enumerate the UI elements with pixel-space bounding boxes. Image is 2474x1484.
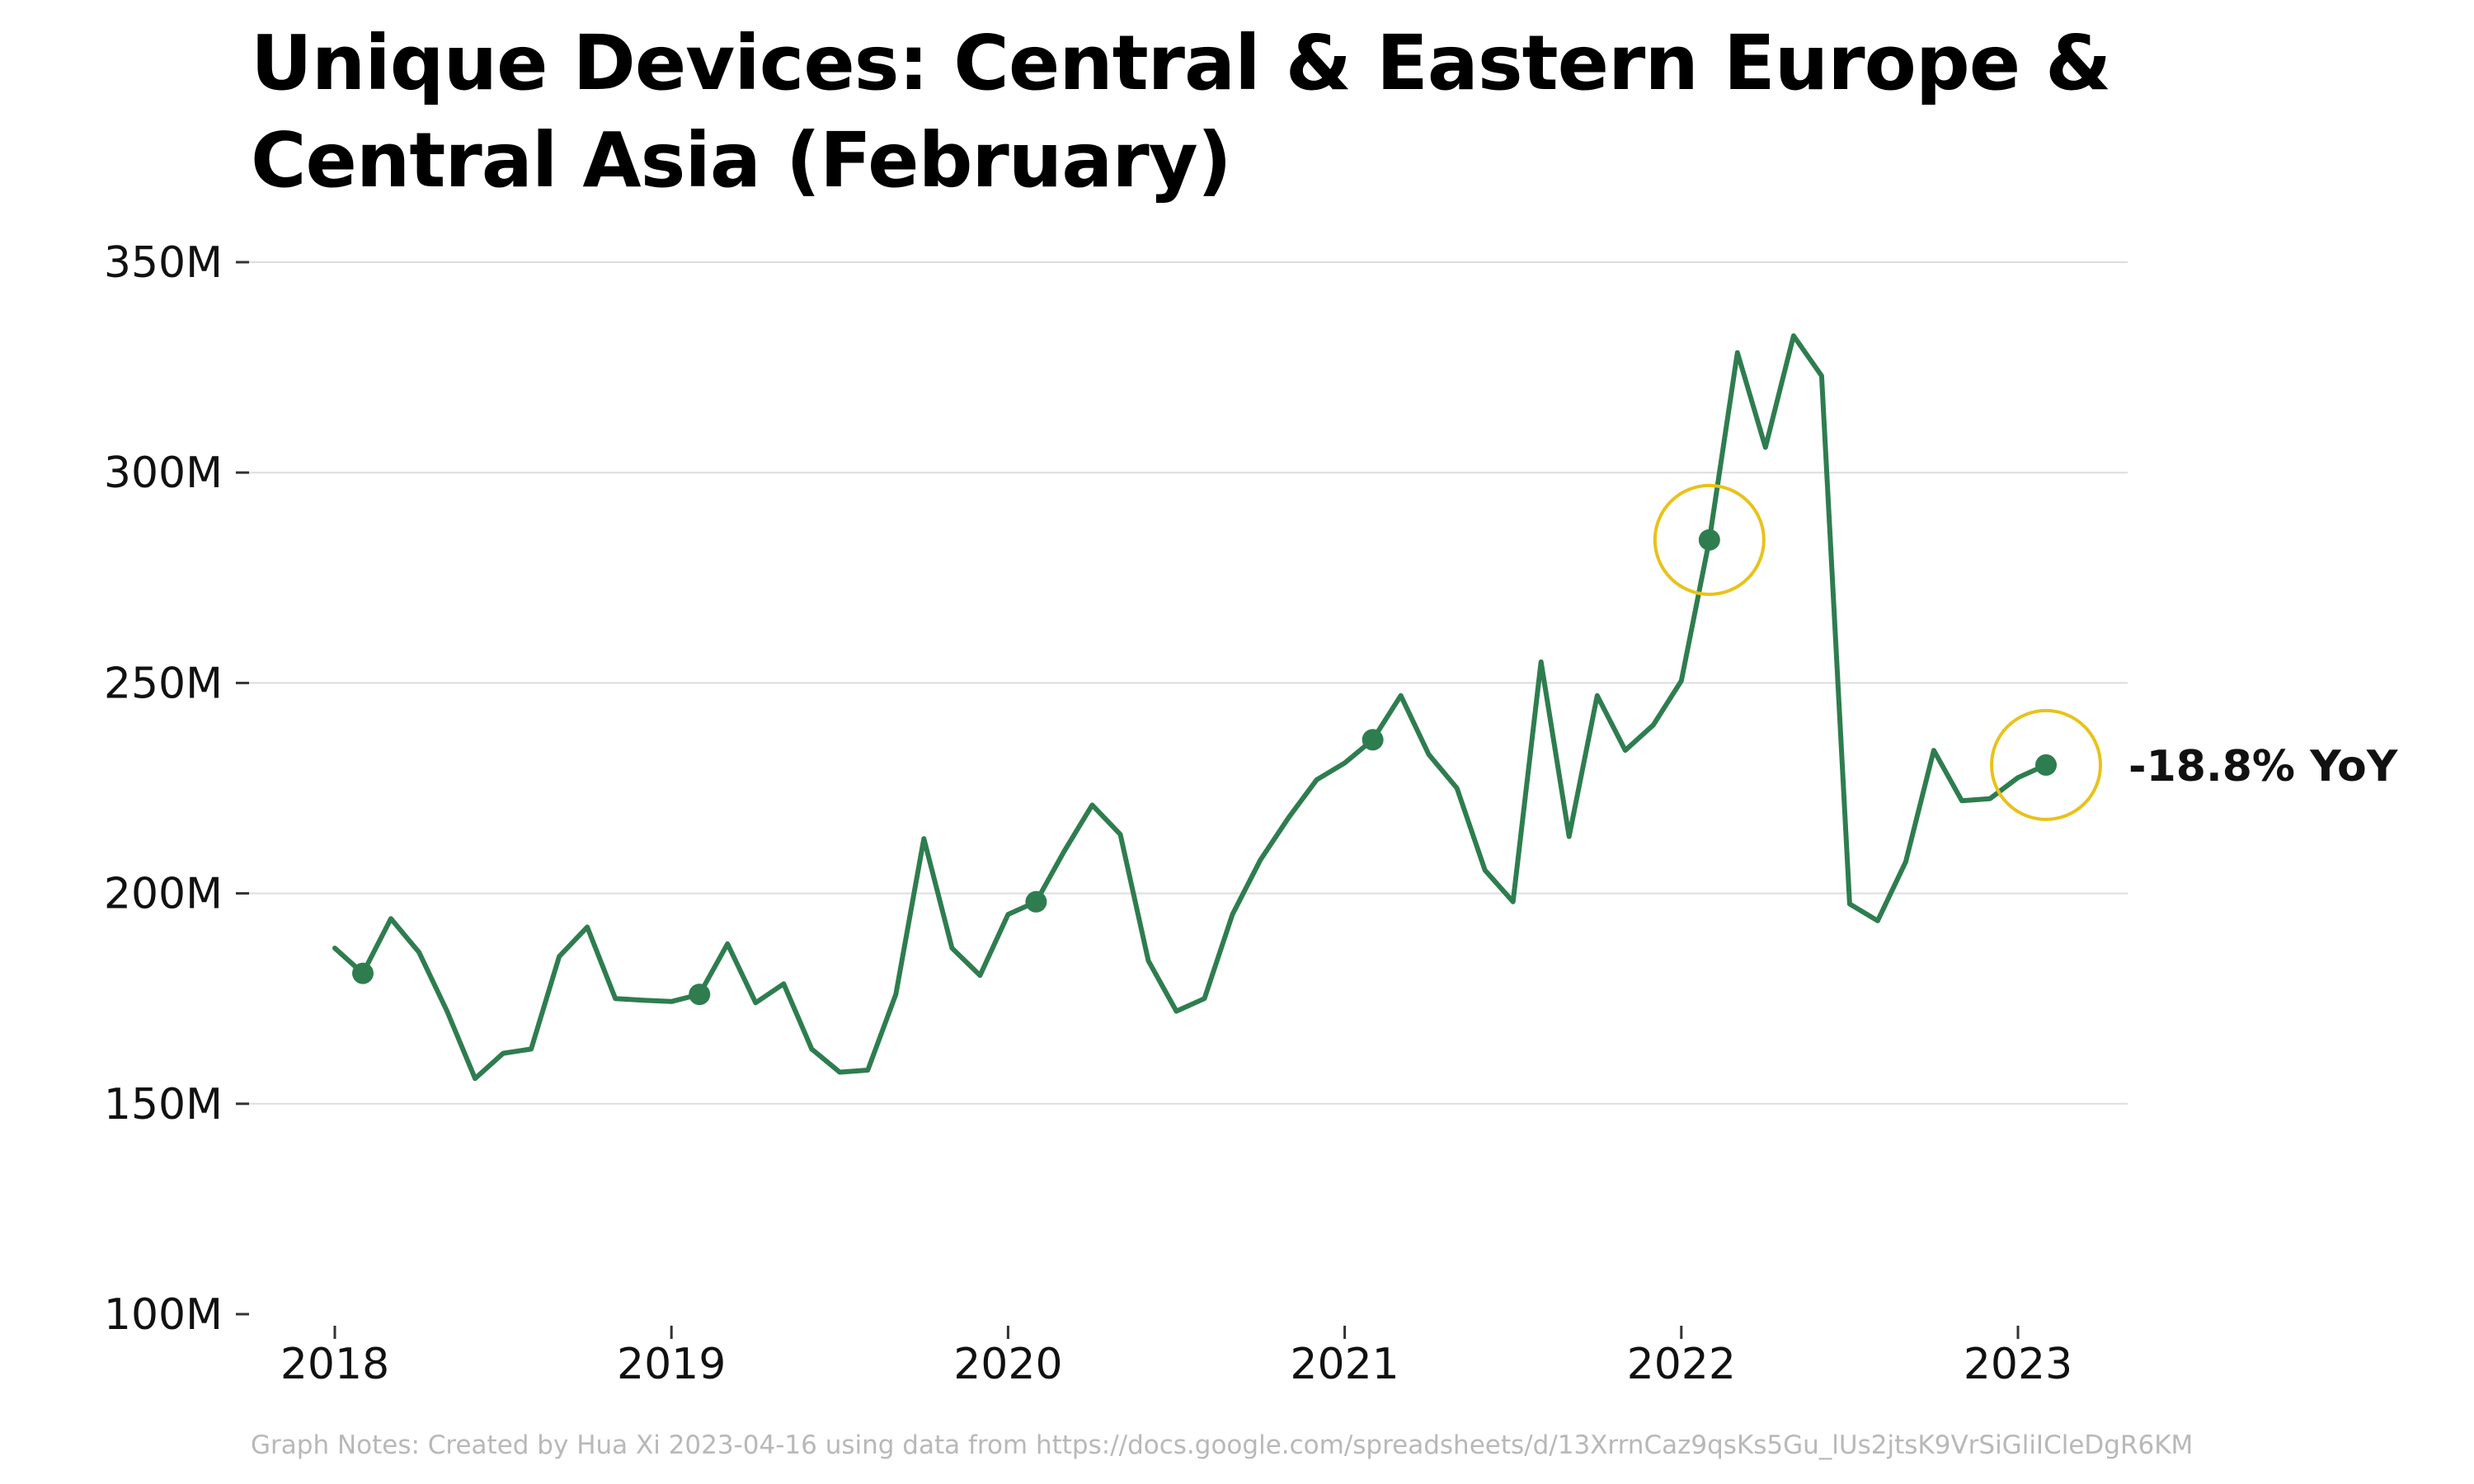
y-tick-label: 350M [104, 238, 223, 288]
chart-title: Unique Devices: Central & Eastern Europe… [251, 19, 2111, 204]
y-tick-label: 300M [104, 448, 223, 498]
y-tick-label: 200M [104, 870, 223, 919]
data-point-marker [1025, 890, 1047, 913]
series-line [332, 333, 2048, 1082]
x-tick-label: 2019 [617, 1340, 726, 1389]
yoy-annotation: -18.8% YoY [2128, 742, 2399, 791]
series-layer [332, 333, 2048, 1082]
x-tick-label: 2020 [953, 1340, 1062, 1389]
marker-layer [352, 528, 2058, 1006]
annotation-layer: -18.8% YoY [1653, 483, 2399, 821]
axis-layer: 100M 150M 200M 250M 300M 350M 2018 2019 2020 2021… [104, 238, 2072, 1389]
data-point-marker [1698, 528, 1720, 551]
x-tick-label: 2021 [1290, 1340, 1399, 1389]
x-tick-label: 2023 [1964, 1340, 2072, 1389]
graph-notes: Graph Notes: Created by Hua Xi 2023-04-1… [251, 1430, 2194, 1460]
data-point-marker [352, 962, 374, 984]
data-point-marker [2035, 754, 2058, 776]
data-point-marker [689, 984, 711, 1006]
x-tick-label: 2018 [280, 1340, 389, 1389]
y-tick-label: 150M [104, 1080, 223, 1129]
highlight-circle [1653, 483, 1766, 596]
highlight-circle [1990, 708, 2103, 821]
y-tick-label: 100M [104, 1290, 223, 1340]
data-point-marker [1362, 729, 1384, 751]
y-tick-label: 250M [104, 659, 223, 708]
x-tick-label: 2022 [1627, 1340, 1736, 1389]
grid-layer [247, 261, 2128, 1105]
